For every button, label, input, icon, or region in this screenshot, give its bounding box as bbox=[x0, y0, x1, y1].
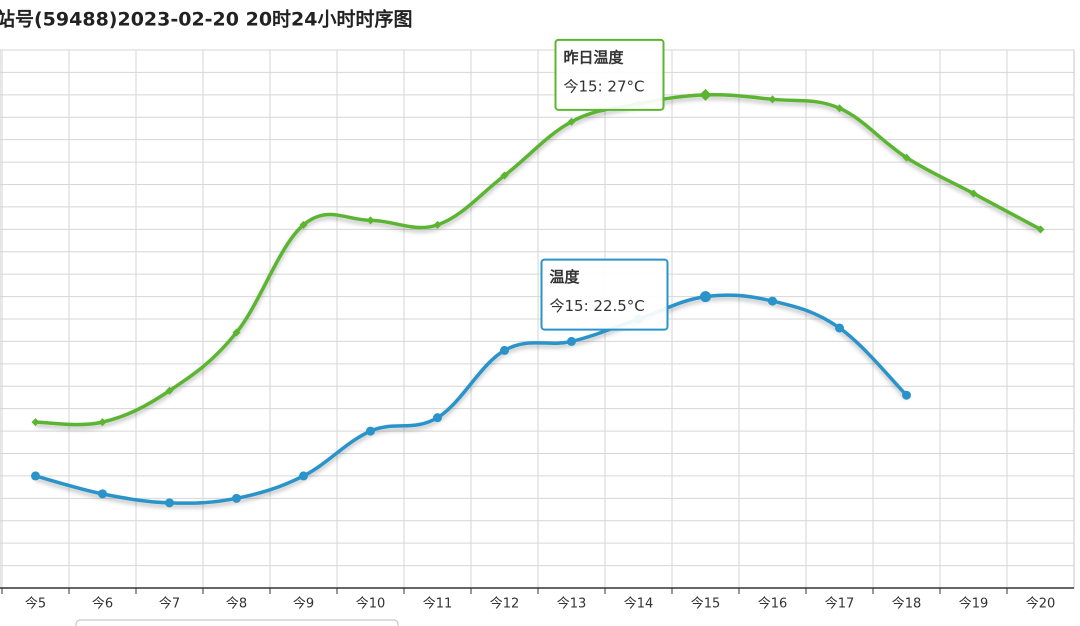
x-tick-label: 今8 bbox=[226, 596, 247, 612]
x-tick-label: 今10 bbox=[356, 596, 386, 612]
point-marker bbox=[31, 471, 40, 481]
tooltip-box bbox=[554, 38, 665, 111]
x-tick-label: 今15 bbox=[691, 596, 721, 612]
point-marker bbox=[835, 323, 844, 333]
x-tick-label: 今18 bbox=[892, 596, 922, 612]
point-marker bbox=[768, 95, 777, 104]
point-marker bbox=[165, 386, 174, 395]
point-marker bbox=[98, 418, 107, 427]
point-marker bbox=[299, 220, 308, 229]
point-marker bbox=[299, 471, 308, 481]
point-marker bbox=[433, 220, 442, 229]
tooltip-box bbox=[540, 258, 669, 331]
x-tick-label: 今14 bbox=[624, 596, 654, 612]
point-marker bbox=[902, 153, 911, 162]
point-marker bbox=[433, 413, 442, 423]
x-tick-label: 今5 bbox=[25, 596, 46, 612]
point-marker bbox=[902, 390, 911, 400]
x-tick-label: 今7 bbox=[159, 596, 180, 612]
point-marker bbox=[969, 189, 978, 198]
point-marker bbox=[500, 345, 509, 355]
lines bbox=[31, 88, 1045, 508]
point-marker bbox=[366, 216, 375, 225]
x-tick-label: 今6 bbox=[92, 596, 113, 612]
x-tick-label: 今12 bbox=[490, 596, 520, 612]
point-marker bbox=[98, 489, 107, 499]
x-tick-label: 今20 bbox=[1026, 596, 1056, 612]
point-marker bbox=[232, 493, 241, 503]
x-tick-label: 今16 bbox=[758, 596, 788, 612]
x-axis: 今5 今6 今7 今8 今9 今10 今11 今12 今13 今14 今15 今16 今17 今18 今19… bbox=[0, 587, 1074, 612]
point-marker bbox=[835, 104, 844, 113]
point-marker bbox=[567, 336, 576, 346]
x-tick-label: 今17 bbox=[825, 596, 855, 612]
series-line bbox=[35, 92, 1042, 427]
point-marker bbox=[768, 296, 777, 306]
point-marker bbox=[31, 418, 40, 427]
point-marker bbox=[165, 498, 174, 508]
x-tick-label: 今19 bbox=[959, 596, 989, 612]
point-marker bbox=[500, 171, 509, 180]
legend-box bbox=[75, 619, 399, 626]
point-marker bbox=[232, 328, 241, 337]
point-marker bbox=[1036, 225, 1045, 234]
tooltip-text: 今15: 27°C bbox=[564, 77, 645, 95]
tooltip-title: 昨日温度 bbox=[564, 48, 625, 66]
x-tick-label: 今13 bbox=[557, 596, 587, 612]
point-marker bbox=[700, 291, 711, 303]
point-marker bbox=[699, 88, 712, 101]
x-tick-label: 今11 bbox=[423, 596, 453, 612]
tooltip-text: 今15: 22.5°C bbox=[550, 297, 645, 315]
x-tick-label: 今9 bbox=[293, 596, 314, 612]
chart-title: 站号(59488)2023-02-20 20时24小时时序图 bbox=[0, 8, 413, 31]
point-marker bbox=[567, 117, 576, 126]
point-marker bbox=[366, 426, 375, 436]
tooltip-title: 温度 bbox=[550, 268, 581, 286]
